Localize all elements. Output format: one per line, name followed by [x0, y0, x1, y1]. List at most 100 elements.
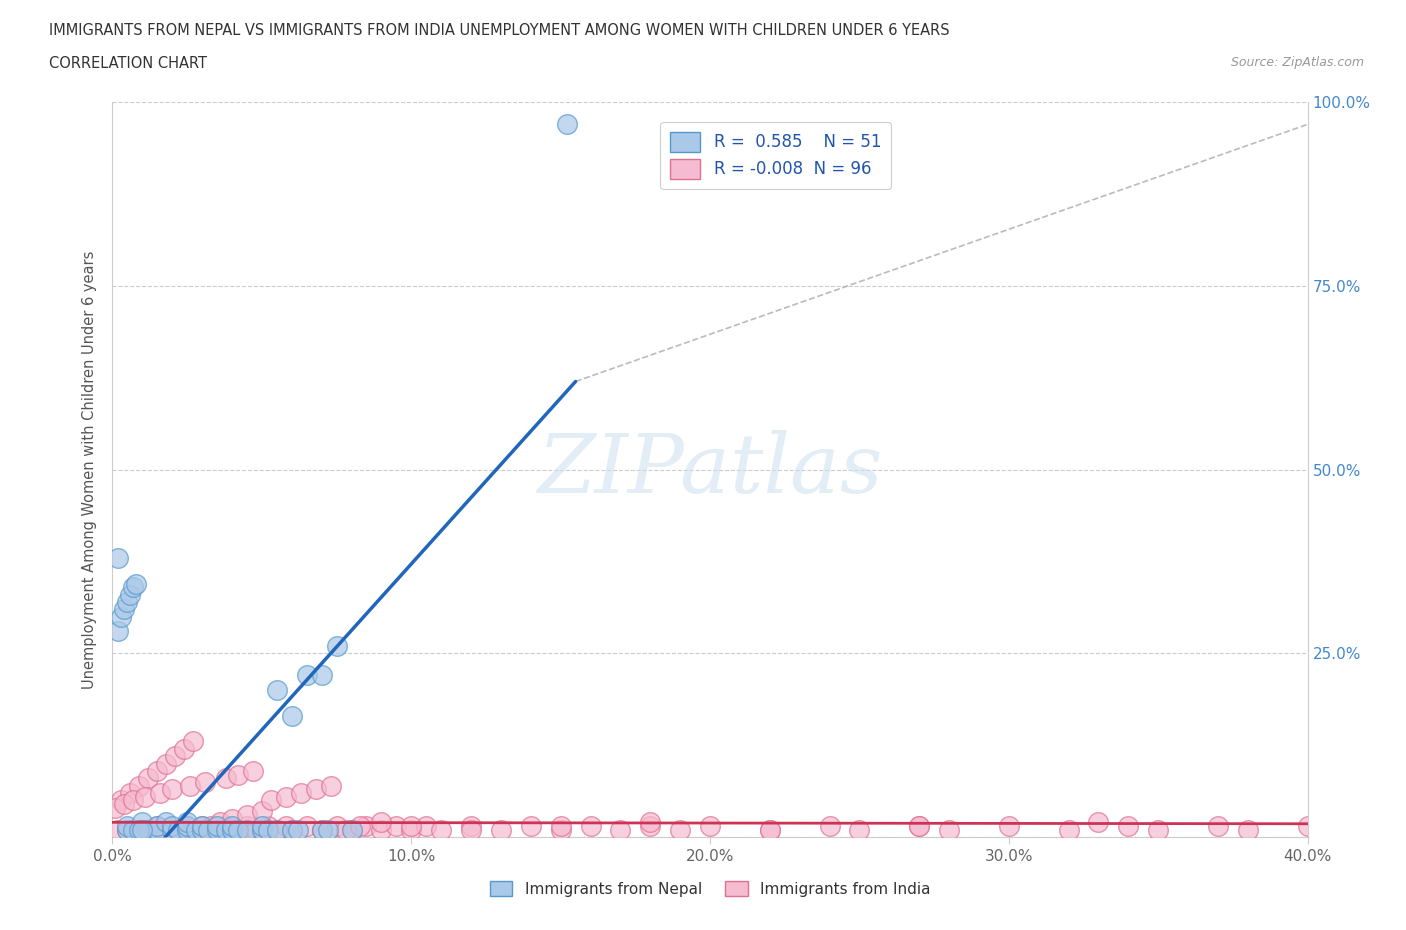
Point — [370, 815, 392, 830]
Legend: Immigrants from Nepal, Immigrants from India: Immigrants from Nepal, Immigrants from I… — [484, 874, 936, 903]
Point — [1296, 818, 1319, 833]
Point — [155, 815, 177, 830]
Point — [250, 818, 273, 833]
Point — [155, 756, 177, 771]
Point — [640, 815, 662, 830]
Point — [236, 807, 259, 822]
Point — [162, 818, 183, 833]
Point — [191, 822, 214, 837]
Point — [260, 792, 283, 807]
Point — [401, 818, 423, 833]
Point — [908, 818, 931, 833]
Point — [191, 818, 214, 833]
Point — [370, 822, 392, 837]
Point — [335, 822, 357, 837]
Point — [134, 790, 156, 804]
Point — [146, 818, 169, 833]
Point — [520, 818, 543, 833]
Point — [1057, 822, 1080, 837]
Point — [131, 815, 153, 830]
Point — [460, 818, 482, 833]
Point — [191, 822, 214, 837]
Text: CORRELATION CHART: CORRELATION CHART — [49, 56, 207, 71]
Point — [209, 815, 232, 830]
Point — [104, 800, 127, 815]
Point — [128, 822, 150, 837]
Point — [162, 822, 183, 837]
Text: Source: ZipAtlas.com: Source: ZipAtlas.com — [1230, 56, 1364, 69]
Point — [107, 624, 129, 639]
Point — [205, 818, 228, 833]
Point — [146, 822, 169, 837]
Point — [848, 822, 870, 837]
Point — [107, 551, 129, 565]
Point — [146, 764, 169, 778]
Point — [125, 576, 148, 591]
Point — [138, 771, 160, 786]
Point — [176, 815, 198, 830]
Point — [221, 811, 243, 826]
Point — [176, 822, 198, 837]
Point — [699, 818, 721, 833]
Point — [120, 786, 142, 801]
Point — [266, 822, 288, 837]
Text: ZIPatlas: ZIPatlas — [537, 430, 883, 510]
Point — [128, 778, 150, 793]
Point — [149, 786, 172, 801]
Point — [226, 822, 249, 837]
Point — [349, 818, 371, 833]
Point — [311, 822, 333, 837]
Point — [550, 822, 572, 837]
Point — [122, 792, 145, 807]
Point — [186, 822, 208, 837]
Point — [295, 668, 318, 683]
Point — [125, 822, 148, 837]
Point — [385, 818, 408, 833]
Point — [205, 822, 228, 837]
Point — [356, 818, 378, 833]
Point — [1118, 818, 1140, 833]
Point — [759, 822, 782, 837]
Point — [114, 602, 135, 617]
Point — [181, 734, 204, 749]
Point — [162, 822, 183, 837]
Point — [215, 822, 238, 837]
Point — [221, 822, 243, 837]
Point — [191, 818, 214, 833]
Point — [1147, 822, 1170, 837]
Point — [430, 822, 453, 837]
Point — [117, 594, 139, 609]
Point — [325, 639, 347, 654]
Text: IMMIGRANTS FROM NEPAL VS IMMIGRANTS FROM INDIA UNEMPLOYMENT AMONG WOMEN WITH CHI: IMMIGRANTS FROM NEPAL VS IMMIGRANTS FROM… — [49, 23, 950, 38]
Point — [316, 822, 339, 837]
Point — [131, 822, 153, 837]
Point — [236, 818, 259, 833]
Point — [179, 778, 201, 793]
Point — [131, 822, 153, 837]
Point — [274, 790, 297, 804]
Point — [245, 822, 267, 837]
Point — [609, 822, 631, 837]
Point — [325, 818, 347, 833]
Point — [250, 822, 273, 837]
Point — [340, 822, 363, 837]
Point — [197, 822, 219, 837]
Point — [197, 822, 219, 837]
Point — [311, 668, 333, 683]
Point — [489, 822, 512, 837]
Point — [110, 792, 132, 807]
Point — [176, 818, 198, 833]
Point — [242, 764, 264, 778]
Point — [311, 822, 333, 837]
Point — [274, 818, 297, 833]
Point — [162, 782, 183, 797]
Point — [415, 818, 437, 833]
Point — [281, 822, 304, 837]
Point — [669, 822, 692, 837]
Point — [401, 822, 423, 837]
Point — [117, 822, 139, 837]
Point — [131, 822, 153, 837]
Point — [319, 778, 342, 793]
Point — [167, 822, 190, 837]
Point — [122, 822, 145, 837]
